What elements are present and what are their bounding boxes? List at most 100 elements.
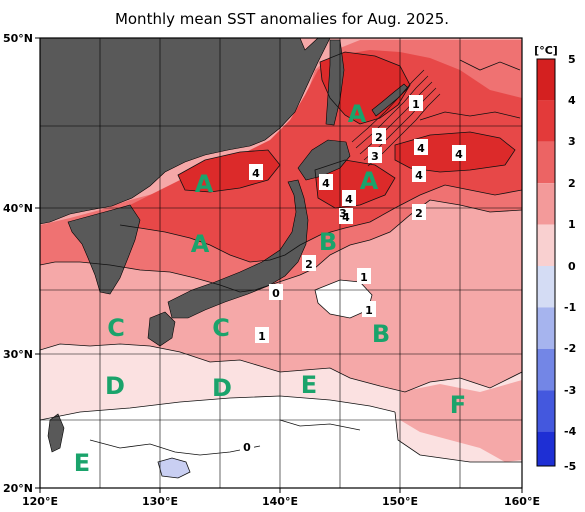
lat-tick-label: 20°N xyxy=(3,482,33,495)
contour-label: 1 xyxy=(362,301,376,317)
colorbar-swatch xyxy=(537,100,555,142)
lon-tick-label: 120°E xyxy=(22,495,58,508)
svg-text:1: 1 xyxy=(360,271,368,284)
svg-text:2: 2 xyxy=(305,258,313,271)
anomaly-1-2-southeast-patch xyxy=(400,380,522,462)
land-hokkaido xyxy=(297,139,351,181)
lat-tick-label: 40°N xyxy=(3,202,33,215)
svg-text:4: 4 xyxy=(342,211,350,224)
land xyxy=(40,38,409,453)
map-title: Monthly mean SST anomalies for Aug. 2025… xyxy=(115,10,449,28)
colorbar-label: 5 xyxy=(568,53,576,66)
svg-text:3: 3 xyxy=(339,207,347,220)
lat-lon-grid xyxy=(40,38,522,488)
region-letter-b: B xyxy=(319,228,337,256)
lon-tick-labels: 120°E 130°E 140°E 150°E 160°E xyxy=(22,495,540,508)
colorbar-swatch xyxy=(537,390,555,432)
region-letter-c: C xyxy=(212,314,230,342)
region-letter-a: A xyxy=(195,170,214,198)
region-letter-a: A xyxy=(360,167,379,195)
colorbar-label: -2 xyxy=(564,342,576,355)
colorbar-frame xyxy=(536,58,556,467)
contour-label: 1 xyxy=(409,95,423,111)
colorbar-label: -3 xyxy=(564,384,576,397)
region-letter-d: D xyxy=(212,374,232,402)
colorbar-swatch xyxy=(537,183,555,225)
region-letter-e: E xyxy=(74,449,90,477)
anomaly-4-5-core-off-hokkaido xyxy=(315,160,395,208)
negative-anomaly-patch xyxy=(158,458,190,478)
anomaly-contours xyxy=(40,51,522,479)
contour-label: 4 xyxy=(339,208,353,224)
region-letter-e: E xyxy=(301,371,317,399)
svg-text:4: 4 xyxy=(415,169,423,182)
region-letter-a: A xyxy=(191,230,210,258)
contour-label: 1 xyxy=(255,327,269,343)
contour-label: 0 xyxy=(240,438,254,454)
map-frame xyxy=(39,37,523,489)
svg-text:4: 4 xyxy=(455,148,463,161)
svg-text:4: 4 xyxy=(252,167,260,180)
contour-label: 4 xyxy=(412,166,426,182)
colorbar-label: -1 xyxy=(564,301,576,314)
colorbar-label: -4 xyxy=(564,425,577,438)
contour-label: 1 xyxy=(357,268,371,284)
lat-tick-labels: 50°N 40°N 30°N 20°N xyxy=(3,32,33,495)
land-taiwan xyxy=(47,413,65,453)
land-korea xyxy=(67,204,141,295)
land-asia-mainland xyxy=(40,38,331,225)
colorbar-swatch xyxy=(537,266,555,308)
land-sakhalin xyxy=(325,39,345,126)
colorbar-swatch xyxy=(537,348,555,391)
colorbar-label: 0 xyxy=(568,260,576,273)
map-area: A A A A B B C C D D E E F xyxy=(40,38,522,488)
svg-text:0: 0 xyxy=(243,441,251,454)
contour-label: 3 xyxy=(368,147,382,163)
contour-label: 2 xyxy=(412,204,426,220)
svg-text:0: 0 xyxy=(272,287,280,300)
svg-text:1: 1 xyxy=(258,330,266,343)
contour-label: 2 xyxy=(372,128,386,144)
colorbar-swatch xyxy=(537,307,555,349)
contour-label: 0 xyxy=(269,284,283,300)
region-letters: A A A A B B C C D D E E F xyxy=(74,100,466,477)
colorbar-swatch xyxy=(537,431,555,466)
colorbar-swatch xyxy=(537,141,555,184)
svg-text:2: 2 xyxy=(415,207,423,220)
svg-text:4: 4 xyxy=(417,142,425,155)
svg-text:1: 1 xyxy=(365,304,373,317)
land-kyushu xyxy=(147,311,176,347)
contour-labels: 4 4 4 4 4 4 4 2 3 3 1 2 2 1 1 0 1 0 xyxy=(240,95,466,454)
contour-label: 2 xyxy=(302,255,316,271)
lon-tick-label: 130°E xyxy=(142,495,178,508)
lat-tick-label: 50°N xyxy=(3,32,33,45)
anomaly-4-5-core-japan-sea xyxy=(178,150,280,192)
lon-tick-label: 150°E xyxy=(382,495,418,508)
contour-label: 4 xyxy=(249,164,263,180)
region-letter-d: D xyxy=(105,372,125,400)
colorbar-unit: [°C] xyxy=(534,44,558,57)
svg-text:3: 3 xyxy=(371,150,379,163)
svg-text:4: 4 xyxy=(345,193,353,206)
colorbar-label: 3 xyxy=(568,135,576,148)
axis-ticks xyxy=(35,37,523,493)
colorbar-swatch xyxy=(537,59,555,101)
region-letter-a: A xyxy=(348,100,367,128)
svg-text:4: 4 xyxy=(322,177,330,190)
contour-label: 4 xyxy=(414,139,428,155)
near-zero-anomaly-patch-east xyxy=(315,280,372,318)
contour-label: 4 xyxy=(319,174,333,190)
region-letter-b: B xyxy=(372,320,390,348)
colorbar-labels: 5 4 3 2 1 0 -1 -2 -3 -4 -5 xyxy=(564,53,577,473)
svg-text:1: 1 xyxy=(412,98,420,111)
colorbar-swatch xyxy=(537,224,555,266)
svg-text:2: 2 xyxy=(375,131,383,144)
lon-tick-label: 140°E xyxy=(262,495,298,508)
lon-tick-label: 160°E xyxy=(504,495,540,508)
colorbar-label: 1 xyxy=(568,218,576,231)
colorbar-label: -5 xyxy=(564,460,576,473)
contour-label: 4 xyxy=(452,145,466,161)
region-letter-c: C xyxy=(107,314,125,342)
colorbar-label: 2 xyxy=(568,177,576,190)
